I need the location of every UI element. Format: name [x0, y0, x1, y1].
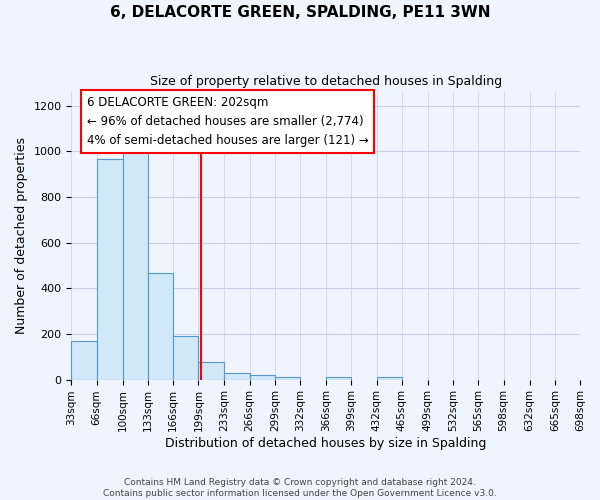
- Y-axis label: Number of detached properties: Number of detached properties: [15, 138, 28, 334]
- Bar: [275, 377, 300, 380]
- Bar: [250, 375, 275, 380]
- Bar: [122, 152, 148, 380]
- Bar: [199, 362, 224, 380]
- Bar: [71, 341, 97, 380]
- Bar: [326, 378, 352, 380]
- Bar: [97, 160, 122, 380]
- Text: Contains HM Land Registry data © Crown copyright and database right 2024.
Contai: Contains HM Land Registry data © Crown c…: [103, 478, 497, 498]
- Text: 6 DELACORTE GREEN: 202sqm
← 96% of detached houses are smaller (2,774)
4% of sem: 6 DELACORTE GREEN: 202sqm ← 96% of detac…: [86, 96, 368, 148]
- Text: 6, DELACORTE GREEN, SPALDING, PE11 3WN: 6, DELACORTE GREEN, SPALDING, PE11 3WN: [110, 5, 490, 20]
- Bar: [377, 378, 402, 380]
- X-axis label: Distribution of detached houses by size in Spalding: Distribution of detached houses by size …: [165, 437, 487, 450]
- Bar: [148, 274, 173, 380]
- Bar: [173, 336, 199, 380]
- Bar: [224, 374, 250, 380]
- Title: Size of property relative to detached houses in Spalding: Size of property relative to detached ho…: [149, 75, 502, 88]
